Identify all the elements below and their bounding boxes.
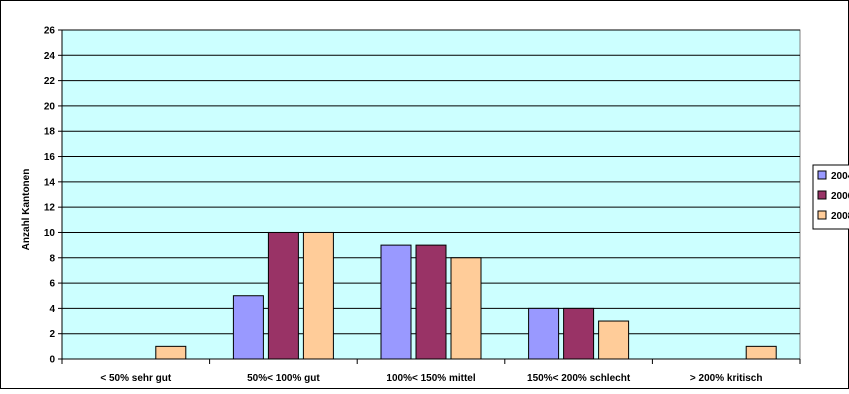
legend: 2004 2006 2008	[812, 164, 849, 230]
y-axis-title: Anzahl Kantonen	[21, 169, 32, 251]
legend-swatch	[817, 210, 827, 220]
x-category-label: 100%< 150% mittel	[386, 373, 475, 384]
x-category-label: 150%< 200% schlecht	[527, 373, 631, 384]
bar-2008-4	[598, 320, 630, 360]
bar-2008-3	[450, 257, 482, 360]
x-axis: < 50% sehr gut 50%< 100% gut 100%< 150% mi…	[61, 358, 801, 384]
y-tick-label: 14	[44, 177, 56, 188]
bar-2004-4	[528, 307, 560, 360]
bar-2008-1	[155, 345, 187, 360]
y-tick-label: 22	[44, 76, 56, 87]
legend-swatch	[817, 190, 827, 200]
y-tick-label: 10	[44, 228, 56, 239]
bar-2004-2	[232, 295, 264, 360]
x-category-label: 50%< 100% gut	[247, 373, 320, 384]
bar-2006-4	[563, 307, 595, 360]
y-tick-label: 26	[44, 26, 56, 37]
y-tick-label: 4	[49, 304, 55, 315]
y-tick-label: 0	[49, 355, 55, 366]
bar-2006-3	[415, 244, 447, 360]
y-tick-label: 8	[49, 253, 55, 264]
y-tick-label: 12	[44, 203, 56, 214]
y-tick-label: 24	[44, 51, 56, 62]
x-category-label: < 50% sehr gut	[100, 373, 172, 384]
y-tick-label: 2	[49, 329, 55, 340]
bar-2004-3	[380, 244, 412, 360]
x-category-label: > 200% kritisch	[690, 373, 763, 384]
y-tick-label: 20	[44, 101, 56, 112]
y-tick-label: 6	[49, 279, 55, 290]
legend-label: 2004	[831, 171, 849, 182]
y-tick-label: 18	[44, 127, 56, 138]
legend-label: 2008	[831, 211, 849, 222]
bar-2008-5	[745, 345, 777, 360]
bars	[155, 231, 777, 360]
legend-label: 2006	[831, 191, 849, 202]
bar-2008-2	[302, 231, 334, 360]
legend-swatch	[817, 170, 827, 180]
y-tick-label: 16	[44, 152, 56, 163]
bar-2006-2	[267, 231, 299, 360]
